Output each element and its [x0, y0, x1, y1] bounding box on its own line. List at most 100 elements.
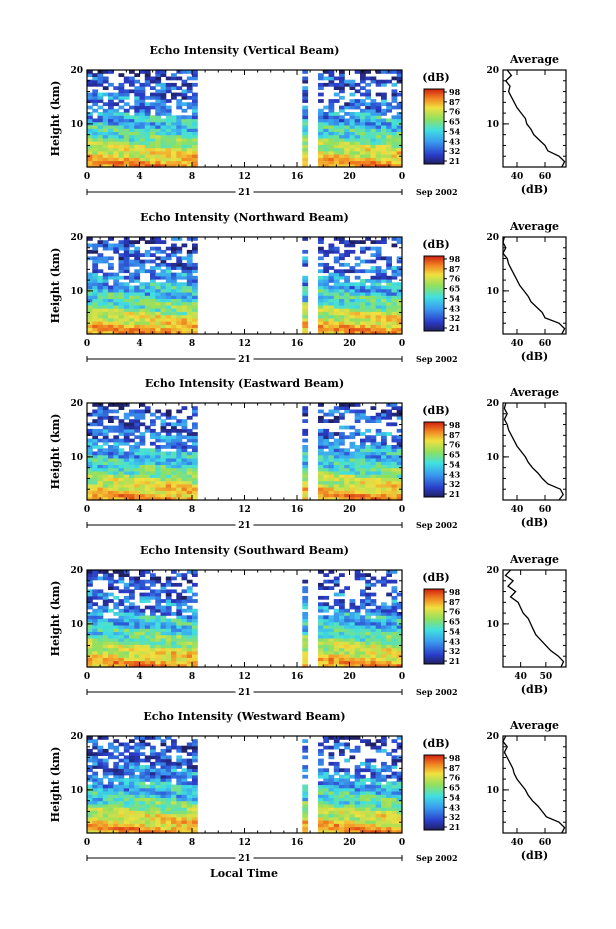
heatmap-cell: [192, 412, 198, 417]
heatmap-cell: [339, 592, 345, 597]
heatmap-cell: [87, 650, 93, 655]
heatmap-cell: [349, 663, 356, 668]
heatmap-cell: [360, 794, 366, 798]
heatmap-cell: [129, 615, 135, 620]
heatmap-cell: [102, 768, 109, 773]
heatmap-cell: [391, 621, 398, 626]
heatmap-cell: [171, 647, 177, 652]
heatmap-cell: [139, 448, 146, 453]
heatmap-cell: [323, 816, 330, 821]
heatmap-cell: [328, 618, 335, 623]
heatmap-cell: [186, 660, 193, 665]
heatmap-cell: [365, 644, 371, 649]
heatmap-cell: [160, 249, 167, 254]
heatmap-cell: [318, 826, 324, 831]
heatmap-cell: [302, 493, 309, 498]
heatmap-cell: [375, 412, 382, 417]
heatmap-cell: [318, 317, 324, 322]
heatmap-cell: [328, 451, 335, 456]
heatmap-cell: [354, 576, 361, 581]
heatmap-cell: [302, 131, 309, 136]
heatmap-cell: [134, 272, 141, 277]
heatmap-cell: [87, 637, 93, 642]
heatmap-cell: [186, 650, 193, 655]
heatmap-cell: [165, 745, 172, 750]
heatmap-cell: [360, 240, 366, 244]
heatmap-cell: [318, 144, 324, 149]
heatmap-cell: [375, 458, 382, 462]
heatmap-cell: [171, 279, 177, 283]
heatmap-cell: [155, 650, 162, 655]
heatmap-cell: [139, 474, 146, 478]
heatmap-cell: [139, 807, 146, 811]
heatmap-cell: [92, 800, 99, 805]
heatmap-cell: [328, 736, 335, 740]
colorbar-tick-label: 87: [449, 430, 460, 440]
heatmap-cell: [391, 76, 398, 81]
heatmap-cell: [171, 266, 177, 270]
heatmap-cell: [381, 321, 387, 325]
heatmap-cell: [123, 259, 130, 264]
heatmap-cell: [139, 774, 146, 779]
heatmap-cell: [87, 125, 93, 129]
heatmap-cell: [323, 147, 330, 152]
heatmap-cell: [134, 736, 141, 740]
heatmap-cell: [171, 621, 177, 626]
avg-x-tick-label: 60: [539, 505, 552, 515]
heatmap-cell: [144, 454, 151, 459]
heatmap-cell: [108, 409, 114, 414]
heatmap-cell: [186, 134, 193, 139]
heatmap-cell: [302, 496, 309, 501]
heatmap-cell: [176, 765, 183, 769]
heatmap-cell: [365, 279, 371, 283]
heatmap-cell: [150, 576, 156, 581]
heatmap-cell: [113, 657, 120, 662]
heatmap-cell: [370, 650, 377, 655]
heatmap-cell: [302, 784, 309, 789]
heatmap-cell: [375, 820, 382, 824]
heatmap-cell: [176, 784, 183, 789]
heatmap-cell: [192, 438, 198, 443]
heatmap-cell: [144, 448, 151, 453]
heatmap-cell: [118, 483, 125, 488]
heatmap-cell: [160, 330, 167, 335]
heatmap-cell: [339, 327, 345, 332]
heatmap-cell: [365, 621, 371, 626]
heatmap-cell: [181, 89, 188, 94]
heatmap-cell: [339, 816, 345, 821]
heatmap-cell: [92, 602, 99, 607]
heatmap-cell: [139, 295, 146, 299]
heatmap-cell: [165, 820, 172, 824]
heatmap-cell: [349, 134, 356, 139]
heatmap-cell: [123, 765, 130, 769]
heatmap-cell: [108, 324, 114, 329]
heatmap-cell: [97, 134, 104, 139]
heatmap-cell: [176, 92, 183, 97]
heatmap-cell: [349, 803, 356, 808]
heatmap-cell: [118, 317, 125, 322]
heatmap-cell: [396, 314, 403, 319]
heatmap-cell: [360, 493, 366, 498]
heatmap-cell: [171, 570, 177, 574]
heatmap-cell: [396, 663, 403, 668]
heatmap-cell: [108, 483, 114, 488]
heatmap-cell: [108, 448, 114, 453]
heatmap-cell: [354, 573, 361, 577]
heatmap-cell: [365, 163, 371, 168]
heatmap-cell: [155, 435, 162, 440]
heatmap-cell: [150, 76, 156, 81]
heatmap-cell: [381, 631, 387, 636]
heatmap-cell: [349, 324, 356, 329]
heatmap-cell: [150, 259, 156, 264]
heatmap-cell: [339, 487, 345, 491]
y-tick-label: 20: [70, 399, 83, 409]
heatmap-cell: [155, 625, 162, 629]
heatmap-cell: [339, 803, 345, 808]
heatmap-cell: [176, 816, 183, 821]
heatmap-cell: [165, 595, 172, 600]
heatmap-cell: [113, 654, 120, 658]
heatmap-cell: [333, 324, 340, 329]
heatmap-cell: [139, 768, 146, 773]
heatmap-cell: [118, 314, 125, 319]
heatmap-cell: [150, 755, 156, 760]
